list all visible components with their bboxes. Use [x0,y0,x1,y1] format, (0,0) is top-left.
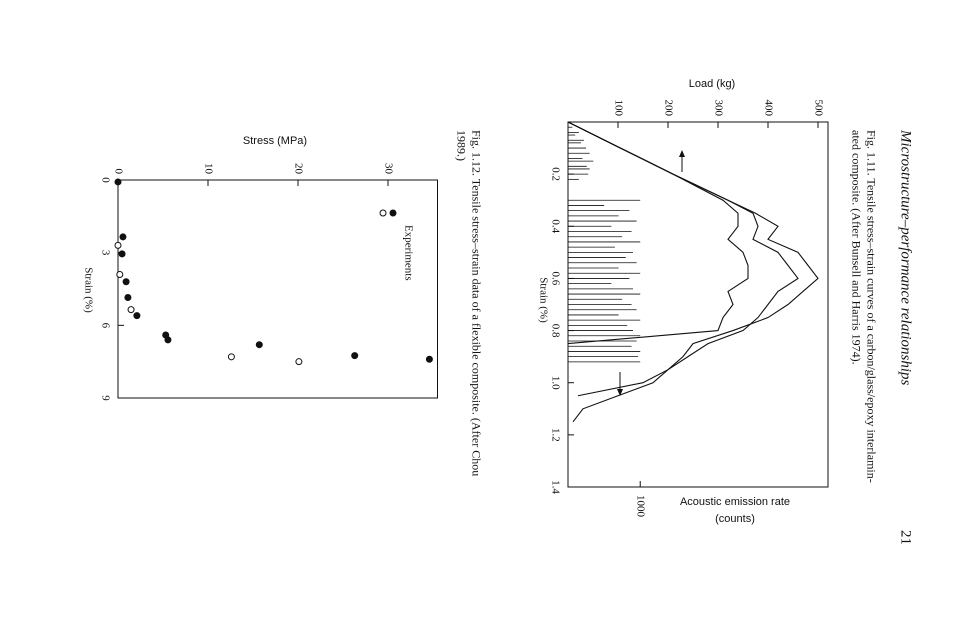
data-point [114,241,122,249]
figure-caption: Fig. 1.11. Tensile stress–strain curves … [864,130,878,483]
legend-marker [379,209,387,217]
y-tick-label: 20 [292,163,304,175]
rotated-page: Microstructure–performance relationships… [82,100,913,546]
legend-marker [389,209,397,217]
x-axis-label: Strain (%) [82,267,94,313]
data-point [114,178,122,186]
y-tick-label: 300 [712,100,724,117]
y-tick-label: 30 [382,163,394,175]
upright-labels: Load (kg) Acoustic emission rate (counts) S… [243,78,790,525]
figure-caption: Fig. 1.12. Tensile stress–strain data of… [469,130,483,476]
y-tick-label: 400 [762,100,774,117]
data-point [227,353,235,361]
running-head: Microstructure–performance relationships [898,129,914,386]
y2-axis-label: Acoustic emission rate [680,496,790,508]
x-tick-label: 0.8 [549,324,561,338]
data-point [295,358,303,366]
x-tick-label: 0.4 [549,219,561,233]
x-tick-label: 1.2 [549,428,561,442]
data-point [164,336,172,344]
x-tick-label: 1.0 [549,376,561,390]
y2-tick-label: 1000 [635,495,647,518]
data-point [124,293,132,301]
x-tick-label: 6 [99,323,111,329]
figure-caption: ated composite. (After Bunsell and Harri… [849,130,863,365]
legend-label: Experiments [402,225,414,281]
data-point [351,352,359,360]
data-point [122,278,130,286]
figure-caption: 1989.) [454,130,468,161]
data-point [119,233,127,241]
page-number: 21 [898,530,914,545]
data-point [425,355,433,363]
y-tick-label: 100 [612,100,624,117]
y-tick-label: 10 [202,163,214,175]
x-tick-label: 3 [99,250,111,256]
y-tick-label: 200 [662,100,674,117]
x-axis-label: Strain (%) [537,277,549,323]
data-point [116,270,124,278]
load-curve [567,121,749,345]
y2-axis-label: (counts) [715,513,755,525]
data-point [118,250,126,258]
data-point [255,341,263,349]
arrow-head [679,150,685,157]
data-point [127,306,135,314]
load-curve [567,121,799,397]
arrow-head [617,389,623,396]
x-tick-label: 9 [99,395,111,401]
x-tick-label: 0.6 [549,272,561,286]
y-tick-label: 500 [812,100,824,117]
data-point [133,312,141,320]
x-tick-label: 0 [99,177,111,183]
plot-frame [117,179,438,399]
x-tick-label: 0.2 [549,167,561,181]
y-axis-label: Load (kg) [689,78,735,90]
x-tick-label: 1.4 [549,480,561,494]
y-axis-label: Stress (MPa) [243,135,307,147]
y-tick-label: 0 [112,169,124,175]
